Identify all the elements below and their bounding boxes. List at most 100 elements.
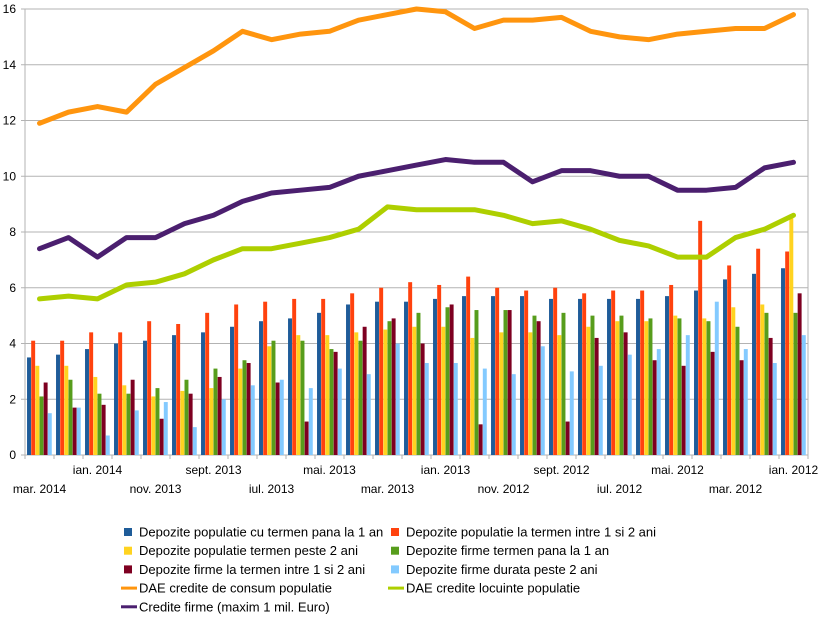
bar <box>474 310 479 455</box>
bar <box>172 335 176 455</box>
bar <box>126 393 131 455</box>
bar <box>470 337 475 455</box>
bar <box>627 354 632 455</box>
y-tick-label: 2 <box>9 392 16 406</box>
bar <box>441 326 446 455</box>
bar <box>420 343 425 455</box>
bar <box>673 315 678 456</box>
bar <box>449 304 454 455</box>
y-tick-label: 12 <box>3 114 17 128</box>
bar <box>395 343 400 455</box>
bar <box>68 379 73 455</box>
bar <box>694 290 698 455</box>
bar <box>234 304 239 455</box>
bar <box>329 349 334 455</box>
bar <box>337 368 342 455</box>
bar <box>296 335 301 455</box>
bar <box>230 326 234 455</box>
bar <box>97 393 102 455</box>
legend-swatch <box>391 546 399 555</box>
bar <box>192 427 197 456</box>
bar <box>702 318 707 455</box>
bar <box>528 332 533 455</box>
bar <box>511 374 516 455</box>
bar <box>130 379 135 455</box>
y-tick-label: 10 <box>3 169 17 183</box>
bar <box>76 407 81 455</box>
bar <box>540 346 545 455</box>
bar <box>669 284 674 455</box>
bar <box>466 276 471 455</box>
bar <box>408 282 413 455</box>
bar <box>801 335 806 455</box>
x-tick-label: nov. 2012 <box>478 482 530 496</box>
bar <box>31 340 36 455</box>
bar <box>424 363 429 455</box>
x-tick-label: mar. 2012 <box>709 482 763 496</box>
x-tick-label: mar. 2013 <box>361 482 415 496</box>
bar-series <box>27 215 806 456</box>
bar <box>557 335 562 455</box>
bar <box>350 293 355 455</box>
bar <box>159 418 164 455</box>
y-tick-label: 4 <box>9 337 16 351</box>
bar <box>35 365 40 455</box>
bar <box>756 248 761 455</box>
bar <box>789 215 794 455</box>
bar <box>652 360 657 455</box>
bar <box>93 376 98 455</box>
bar <box>358 340 363 455</box>
bar <box>727 265 732 455</box>
y-tick-label: 0 <box>9 448 16 462</box>
bar <box>213 368 218 455</box>
bar <box>611 290 616 455</box>
legend-swatch <box>124 565 132 574</box>
x-tick-label: nov. 2013 <box>130 482 182 496</box>
bar <box>532 315 537 456</box>
x-tick-label: iul. 2013 <box>249 482 295 496</box>
bar <box>735 326 740 455</box>
bar <box>333 351 338 455</box>
legend-swatch <box>391 528 399 536</box>
bar <box>379 287 384 455</box>
bar <box>615 321 620 455</box>
bar <box>685 335 690 455</box>
bar <box>275 382 280 455</box>
bar <box>656 349 661 455</box>
bar <box>723 279 727 455</box>
bar <box>56 354 60 455</box>
bar <box>636 298 640 455</box>
bar <box>263 301 268 455</box>
legend-label: Depozite firme durata peste 2 ani <box>406 562 598 577</box>
legend-label: Depozite populatie cu termen pana la 1 a… <box>139 525 383 540</box>
y-tick-label: 6 <box>9 281 16 295</box>
bar <box>536 321 541 455</box>
bar <box>607 298 611 455</box>
bar <box>462 296 466 455</box>
bar <box>598 365 603 455</box>
bar <box>321 298 326 455</box>
bar <box>768 337 773 455</box>
bar <box>271 340 276 455</box>
bar <box>180 390 185 455</box>
bar <box>387 321 392 455</box>
x-tick-label: ian. 2013 <box>421 463 471 477</box>
bar <box>478 424 483 455</box>
bar <box>346 304 350 455</box>
bar <box>304 421 309 455</box>
bar <box>246 363 251 455</box>
bar <box>665 296 669 455</box>
x-tick-label: mai. 2012 <box>651 463 704 477</box>
bar <box>366 374 371 455</box>
bar <box>60 340 65 455</box>
bar <box>503 310 508 455</box>
bar <box>578 298 582 455</box>
bar <box>391 318 396 455</box>
bar <box>433 298 437 455</box>
bar <box>209 388 214 455</box>
bar <box>453 363 458 455</box>
bar <box>520 296 524 455</box>
bar <box>134 410 139 455</box>
x-tick-label: ian. 2012 <box>769 463 819 477</box>
